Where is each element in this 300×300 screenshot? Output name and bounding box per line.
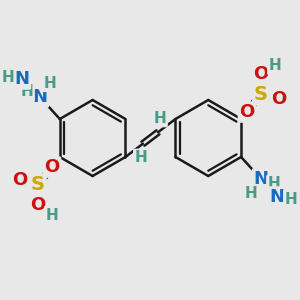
Text: H: H bbox=[135, 150, 147, 165]
Text: H: H bbox=[154, 111, 166, 126]
Text: H: H bbox=[45, 208, 58, 223]
Text: O: O bbox=[12, 171, 28, 189]
Text: H: H bbox=[268, 176, 281, 191]
Text: H: H bbox=[245, 185, 257, 200]
Text: H: H bbox=[268, 58, 281, 74]
Text: O: O bbox=[30, 196, 46, 214]
Text: O: O bbox=[271, 90, 286, 108]
Text: H: H bbox=[20, 85, 33, 100]
Text: S: S bbox=[254, 85, 268, 104]
Text: N: N bbox=[14, 70, 29, 88]
Text: N: N bbox=[32, 88, 47, 106]
Text: N: N bbox=[269, 188, 284, 206]
Text: N: N bbox=[254, 170, 268, 188]
Text: H: H bbox=[2, 70, 14, 85]
Text: O: O bbox=[44, 158, 59, 176]
Text: H: H bbox=[44, 76, 56, 91]
Text: O: O bbox=[239, 103, 255, 121]
Text: S: S bbox=[31, 176, 45, 194]
Text: H: H bbox=[285, 191, 297, 206]
Text: O: O bbox=[254, 65, 268, 83]
